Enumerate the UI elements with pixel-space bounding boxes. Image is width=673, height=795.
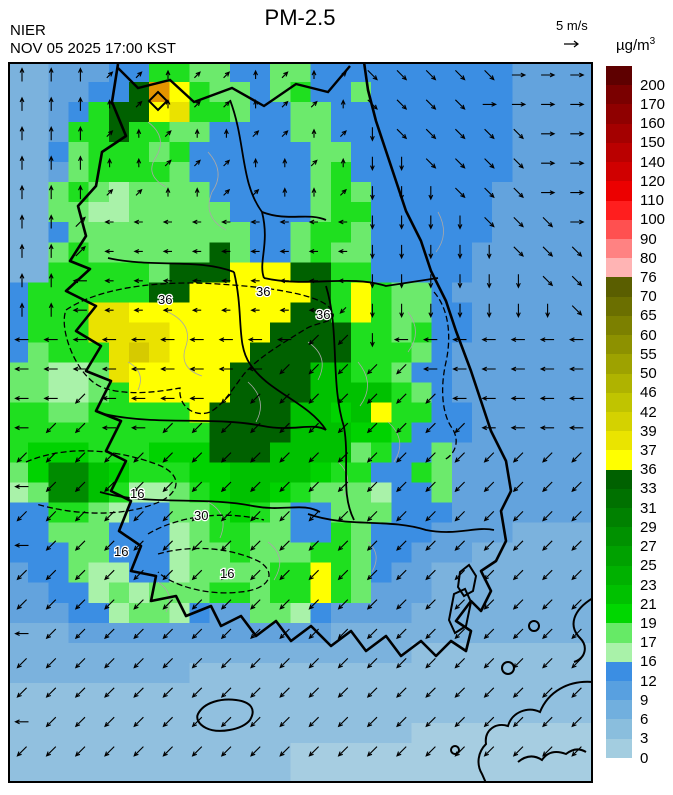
- colorbar-band: [606, 431, 632, 451]
- colorbar-band: [606, 277, 632, 297]
- colorbar-band: [606, 258, 632, 278]
- colorbar-label: 3: [640, 730, 649, 748]
- colorbar-band: [606, 411, 632, 432]
- svg-text:16: 16: [114, 544, 128, 559]
- colorbar-label: 46: [640, 384, 657, 402]
- colorbar-label: 76: [640, 268, 657, 286]
- colorbar-label: 6: [640, 711, 649, 729]
- province-boundary-layer: [99, 99, 495, 533]
- svg-text:16: 16: [130, 486, 144, 501]
- colorbar-label: 120: [640, 172, 666, 190]
- colorbar-label: 23: [640, 576, 657, 594]
- agency-label: NIER: [10, 22, 46, 39]
- colorbar-band: [606, 238, 632, 259]
- colorbar-label: 150: [640, 134, 666, 152]
- colorbar-band: [606, 392, 632, 412]
- colorbar-label: 17: [640, 634, 657, 652]
- colorbar-band: [606, 142, 632, 163]
- colorbar-band: [606, 354, 632, 374]
- county-boundary-layer: [127, 121, 444, 613]
- colorbar-band: [606, 66, 632, 86]
- colorbar-label: 16: [640, 653, 657, 671]
- wind-speed-legend: 5 m/s: [556, 18, 588, 33]
- colorbar-label: 110: [640, 192, 664, 210]
- colorbar-label: 0: [640, 749, 649, 767]
- colorbar-band: [606, 681, 632, 701]
- colorbar-band: [606, 508, 632, 528]
- colorbar-band: [606, 546, 632, 566]
- colorbar-band: [606, 604, 632, 624]
- colorbar-label: 27: [640, 538, 657, 556]
- colorbar-band: [606, 584, 632, 605]
- svg-text:36: 36: [256, 284, 270, 299]
- contour-label-layer: 36 36 36 30 16 16 16: [113, 283, 332, 583]
- wind-arrow-layer: [14, 67, 585, 757]
- colorbar-label: 19: [640, 614, 657, 632]
- colorbar-label: 36: [640, 461, 657, 479]
- unit-label: µg/m3: [616, 36, 656, 54]
- colorbar-label: 33: [640, 480, 657, 498]
- colorbar-band: [606, 527, 632, 547]
- colorbar-band: [606, 700, 632, 720]
- colorbar-label: 170: [640, 95, 666, 113]
- wind-reference-arrow-icon: [560, 36, 584, 54]
- colorbar-label: 80: [640, 249, 657, 267]
- colorbar-label: 140: [640, 153, 666, 171]
- colorbar-band: [606, 85, 632, 105]
- colorbar-label: 55: [640, 345, 657, 363]
- colorbar-label: 42: [640, 403, 657, 421]
- colorbar-label: 160: [640, 115, 666, 133]
- colorbar-band: [606, 719, 632, 739]
- colorbar-band: [606, 104, 632, 124]
- colorbar-label: 65: [640, 307, 657, 325]
- pm-raster-layer: [8, 62, 594, 784]
- coastline-layer: [64, 61, 594, 784]
- colorbar-label: 70: [640, 288, 657, 306]
- svg-text:16: 16: [220, 566, 234, 581]
- colorbar-band: [606, 219, 632, 239]
- colorbar-band: [606, 162, 632, 182]
- colorbar-label: 25: [640, 557, 657, 575]
- colorbar-label: 9: [640, 691, 649, 709]
- colorbar-band: [606, 488, 632, 509]
- colorbar-label: 100: [640, 211, 666, 229]
- colorbar-label: 29: [640, 518, 657, 536]
- colorbar-band: [606, 469, 632, 489]
- page-title: PM-2.5: [264, 5, 336, 30]
- svg-text:36: 36: [316, 307, 330, 322]
- colorbar-band: [606, 335, 632, 355]
- colorbar-band: [606, 642, 632, 662]
- colorbar-band: [606, 181, 632, 201]
- colorbar-band: [606, 296, 632, 316]
- colorbar-band: [606, 661, 632, 681]
- pm25-map: 36 36 36 30 16 16 16: [8, 61, 594, 784]
- colorbar-band: [606, 123, 632, 143]
- colorbar-band: [606, 200, 632, 220]
- colorbar-label: 39: [640, 422, 657, 440]
- colorbar-label: 31: [640, 499, 657, 517]
- colorbar-band: [606, 450, 632, 470]
- forecast-datetime: NOV 05 2025 17:00 KST: [10, 40, 176, 57]
- svg-text:30: 30: [194, 508, 208, 523]
- colorbar-label: 90: [640, 230, 657, 248]
- colorbar-label: 37: [640, 441, 657, 459]
- colorbar-band: [606, 738, 632, 758]
- colorbar-band: [606, 373, 632, 393]
- colorbar-band: [606, 623, 632, 643]
- colorbar-label: 50: [640, 365, 657, 383]
- colorbar-label: 200: [640, 76, 666, 94]
- colorbar-band: [606, 565, 632, 585]
- colorbar-band: [606, 315, 632, 336]
- colorbar-label: 60: [640, 326, 657, 344]
- svg-text:36: 36: [158, 292, 172, 307]
- colorbar-label: 12: [640, 672, 657, 690]
- colorbar-label: 21: [640, 595, 657, 613]
- colorbar: [606, 66, 632, 758]
